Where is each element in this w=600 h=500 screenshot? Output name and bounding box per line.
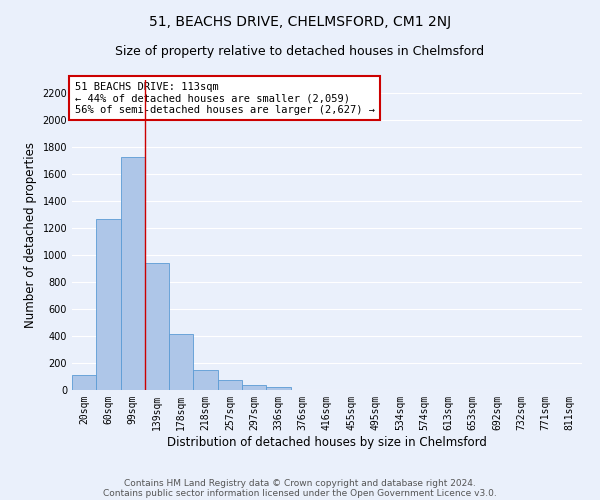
Text: Size of property relative to detached houses in Chelmsford: Size of property relative to detached ho…	[115, 45, 485, 58]
Bar	[145, 264, 169, 390]
Bar	[169, 334, 193, 390]
Bar	[266, 386, 290, 390]
Bar	[72, 375, 96, 390]
Bar	[218, 380, 242, 390]
Bar	[121, 157, 145, 390]
Text: Contains public sector information licensed under the Open Government Licence v3: Contains public sector information licen…	[103, 488, 497, 498]
Text: Contains HM Land Registry data © Crown copyright and database right 2024.: Contains HM Land Registry data © Crown c…	[124, 478, 476, 488]
Bar	[96, 219, 121, 390]
Bar	[242, 386, 266, 390]
X-axis label: Distribution of detached houses by size in Chelmsford: Distribution of detached houses by size …	[167, 436, 487, 448]
Text: 51 BEACHS DRIVE: 113sqm
← 44% of detached houses are smaller (2,059)
56% of semi: 51 BEACHS DRIVE: 113sqm ← 44% of detache…	[74, 82, 374, 115]
Y-axis label: Number of detached properties: Number of detached properties	[24, 142, 37, 328]
Bar	[193, 370, 218, 390]
Text: 51, BEACHS DRIVE, CHELMSFORD, CM1 2NJ: 51, BEACHS DRIVE, CHELMSFORD, CM1 2NJ	[149, 15, 451, 29]
